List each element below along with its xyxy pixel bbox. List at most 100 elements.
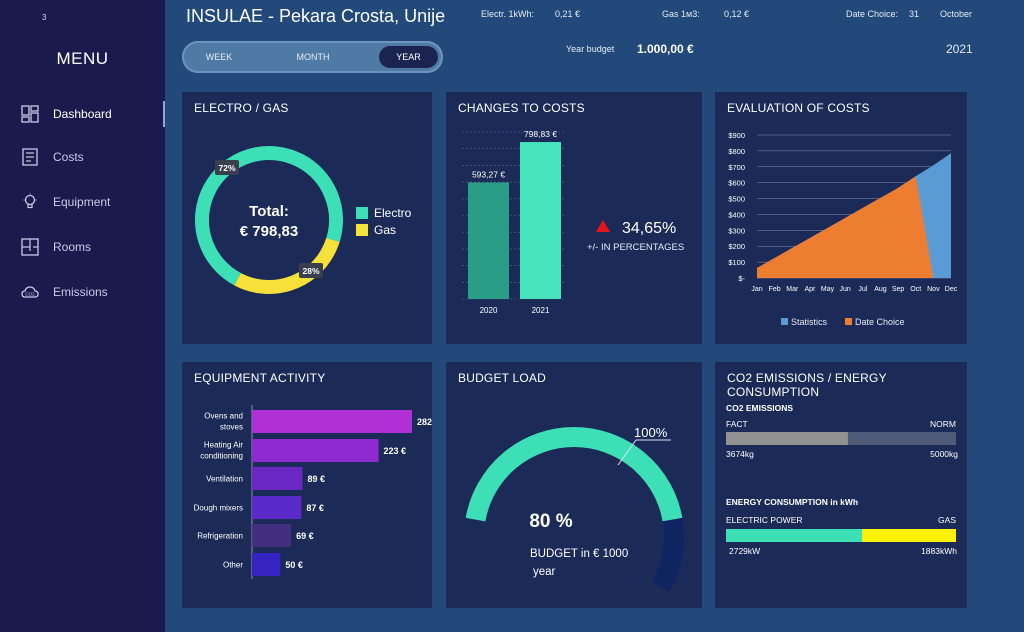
costs-icon (22, 148, 38, 166)
co2-norm-label: NORM (930, 419, 956, 429)
changes-category-2021: 2021 (532, 306, 550, 315)
change-percent-caption: +/- IN PERCENTAGES (587, 242, 684, 253)
equipment-panel: EQUIPMENT ACTIVITY 282 €Ovens andstoves2… (182, 362, 432, 608)
changes-bar-chart: 593,27 € 2020 798,83 € 2021 34,65% +/- IN P… (462, 129, 684, 315)
equipment-bar (252, 524, 292, 547)
sidebar: 3 MENU Dashboard Costs Equipment (0, 0, 165, 632)
budget-gauge-chart: 100% 80 % BUDGET in € 1000 year (465, 425, 684, 592)
panel-title: ELECTRO / GAS (194, 101, 289, 115)
eval-y-tick: $900 (728, 131, 745, 140)
equipment-bar (252, 467, 303, 490)
equipment-bar-value: 223 € (384, 446, 407, 456)
electro-gas-panel: ELECTRO / GAS Total: € 798,83 72% 28% El… (182, 92, 432, 344)
legend-swatch-statistics (781, 318, 788, 325)
co2-energy-bars: CO2 EMISSIONS FACT NORM 3674kg 5000kg EN… (726, 403, 958, 556)
sidebar-item-equipment[interactable]: Equipment (0, 185, 165, 219)
period-month-button[interactable]: MONTH (296, 52, 330, 62)
eval-y-tick: $400 (728, 210, 745, 219)
eval-y-tick: $800 (728, 147, 745, 156)
period-year-button[interactable]: YEAR (379, 46, 438, 68)
year-budget-value: 1.000,00 € (637, 42, 694, 56)
electr-price-label: Electr. 1kWh: (481, 9, 535, 19)
equipment-bar-value: 282 € (417, 417, 432, 427)
legend-swatch-date-choice (845, 318, 852, 325)
eval-x-tick: Apr (804, 286, 816, 293)
svg-text:CO2: CO2 (25, 292, 35, 297)
eval-area-date-choice (757, 176, 934, 278)
panel-title: EVALUATION OF COSTS (727, 101, 870, 115)
date-choice-day[interactable]: 31 (909, 9, 920, 19)
legend-label-date-choice: Date Choice (855, 317, 905, 327)
gas-price-value: 0,12 € (724, 9, 750, 19)
gauge-remaining-arc (651, 517, 684, 592)
changes-bar-2020 (468, 182, 509, 299)
electro-pct-badge (215, 160, 239, 175)
equipment-bar (252, 496, 302, 519)
date-choice-label: Date Choice: (846, 9, 899, 19)
eval-x-tick: Feb (769, 286, 781, 293)
changes-bar-value-2020: 593,27 € (472, 169, 505, 179)
legend-swatch-electro (356, 207, 368, 219)
eval-y-tick: $600 (728, 179, 745, 188)
energy-gas-value: 1883kWh (921, 546, 957, 556)
electr-price-value: 0,21 € (555, 9, 581, 19)
year-value[interactable]: 2021 (946, 42, 973, 56)
sidebar-item-label: Equipment (53, 195, 111, 209)
equipment-bar (252, 410, 412, 433)
eval-y-tick: $700 (728, 163, 745, 172)
period-toggle: WEEK MONTH YEAR (182, 41, 443, 73)
gas-price-label: Gas 1м3: (662, 9, 700, 19)
eval-x-tick: Oct (910, 286, 921, 293)
equipment-bar-value: 87 € (306, 503, 324, 513)
equipment-category-label: Refrigeration (197, 532, 243, 541)
gas-pct-label: 28% (302, 266, 319, 276)
donut-total-value: € 798,83 (240, 223, 298, 240)
co2-panel: CO2 EMISSIONS / ENERGY CONSUMPTION CO2 E… (715, 362, 967, 608)
evaluation-panel: EVALUATION OF COSTS $- $100 $200 $300 $400 $5… (715, 92, 967, 344)
eval-y-tick: $500 (728, 195, 745, 204)
eval-x-tick: Sep (892, 286, 905, 293)
eval-y-tick: $300 (728, 226, 745, 235)
electro-gas-donut-chart: Total: € 798,83 72% 28% Electro Gas (195, 146, 412, 294)
corner-mark: 3 (42, 13, 47, 22)
equipment-category-label: conditioning (200, 452, 243, 461)
changes-panel: CHANGES TO COSTS 593,27 € 2020 798,83 € 202… (446, 92, 702, 344)
legend-label-statistics: Statistics (791, 317, 828, 327)
rooms-icon (21, 238, 39, 256)
changes-bar-2021 (520, 142, 561, 299)
energy-heading: ENERGY CONSUMPTION in kWh (726, 497, 858, 507)
sidebar-item-label: Rooms (53, 240, 92, 254)
co2-norm-value: 5000kg (930, 449, 958, 459)
sidebar-item-dashboard[interactable]: Dashboard (0, 97, 165, 131)
eval-x-tick: Jun (840, 286, 851, 293)
energy-electric-label: ELECTRIC POWER (726, 515, 803, 525)
sidebar-item-emissions[interactable]: CO2 Emissions (0, 275, 165, 309)
gauge-value-label: 80 % (529, 511, 572, 532)
eval-x-tick: Jul (858, 286, 867, 293)
increase-arrow-icon (596, 220, 610, 232)
period-week-button[interactable]: WEEK (205, 52, 233, 62)
co2-fact-value: 3674kg (726, 449, 754, 459)
sidebar-item-rooms[interactable]: Rooms (0, 230, 165, 264)
donut-slice-gas (195, 146, 343, 294)
legend-label-electro: Electro (374, 206, 412, 220)
energy-electric-value: 2729kW (729, 546, 760, 556)
equipment-category-label: Dough mixers (194, 504, 243, 513)
change-percent-value: 34,65% (622, 220, 676, 237)
co2-fact-label: FACT (726, 419, 748, 429)
eval-y-tick: $- (738, 274, 745, 283)
energy-gas-label: GAS (938, 515, 956, 525)
co2-fact-fill (726, 432, 848, 445)
date-choice-month[interactable]: October (940, 9, 973, 19)
equipment-bar (252, 553, 281, 576)
gauge-caption-line2: year (533, 566, 556, 578)
equipment-category-label: Ventilation (206, 475, 243, 484)
gauge-max-label: 100% (634, 425, 668, 440)
sidebar-item-label: Costs (53, 150, 84, 164)
legend-swatch-gas (356, 224, 368, 236)
equipment-bar-value: 50 € (285, 560, 303, 570)
panel-title: EQUIPMENT ACTIVITY (194, 371, 326, 385)
equipment-bar-value: 69 € (296, 531, 314, 541)
budget-panel: BUDGET LOAD 100% 80 % BUDGET in € 1000 y… (446, 362, 702, 608)
sidebar-item-costs[interactable]: Costs (0, 140, 165, 174)
